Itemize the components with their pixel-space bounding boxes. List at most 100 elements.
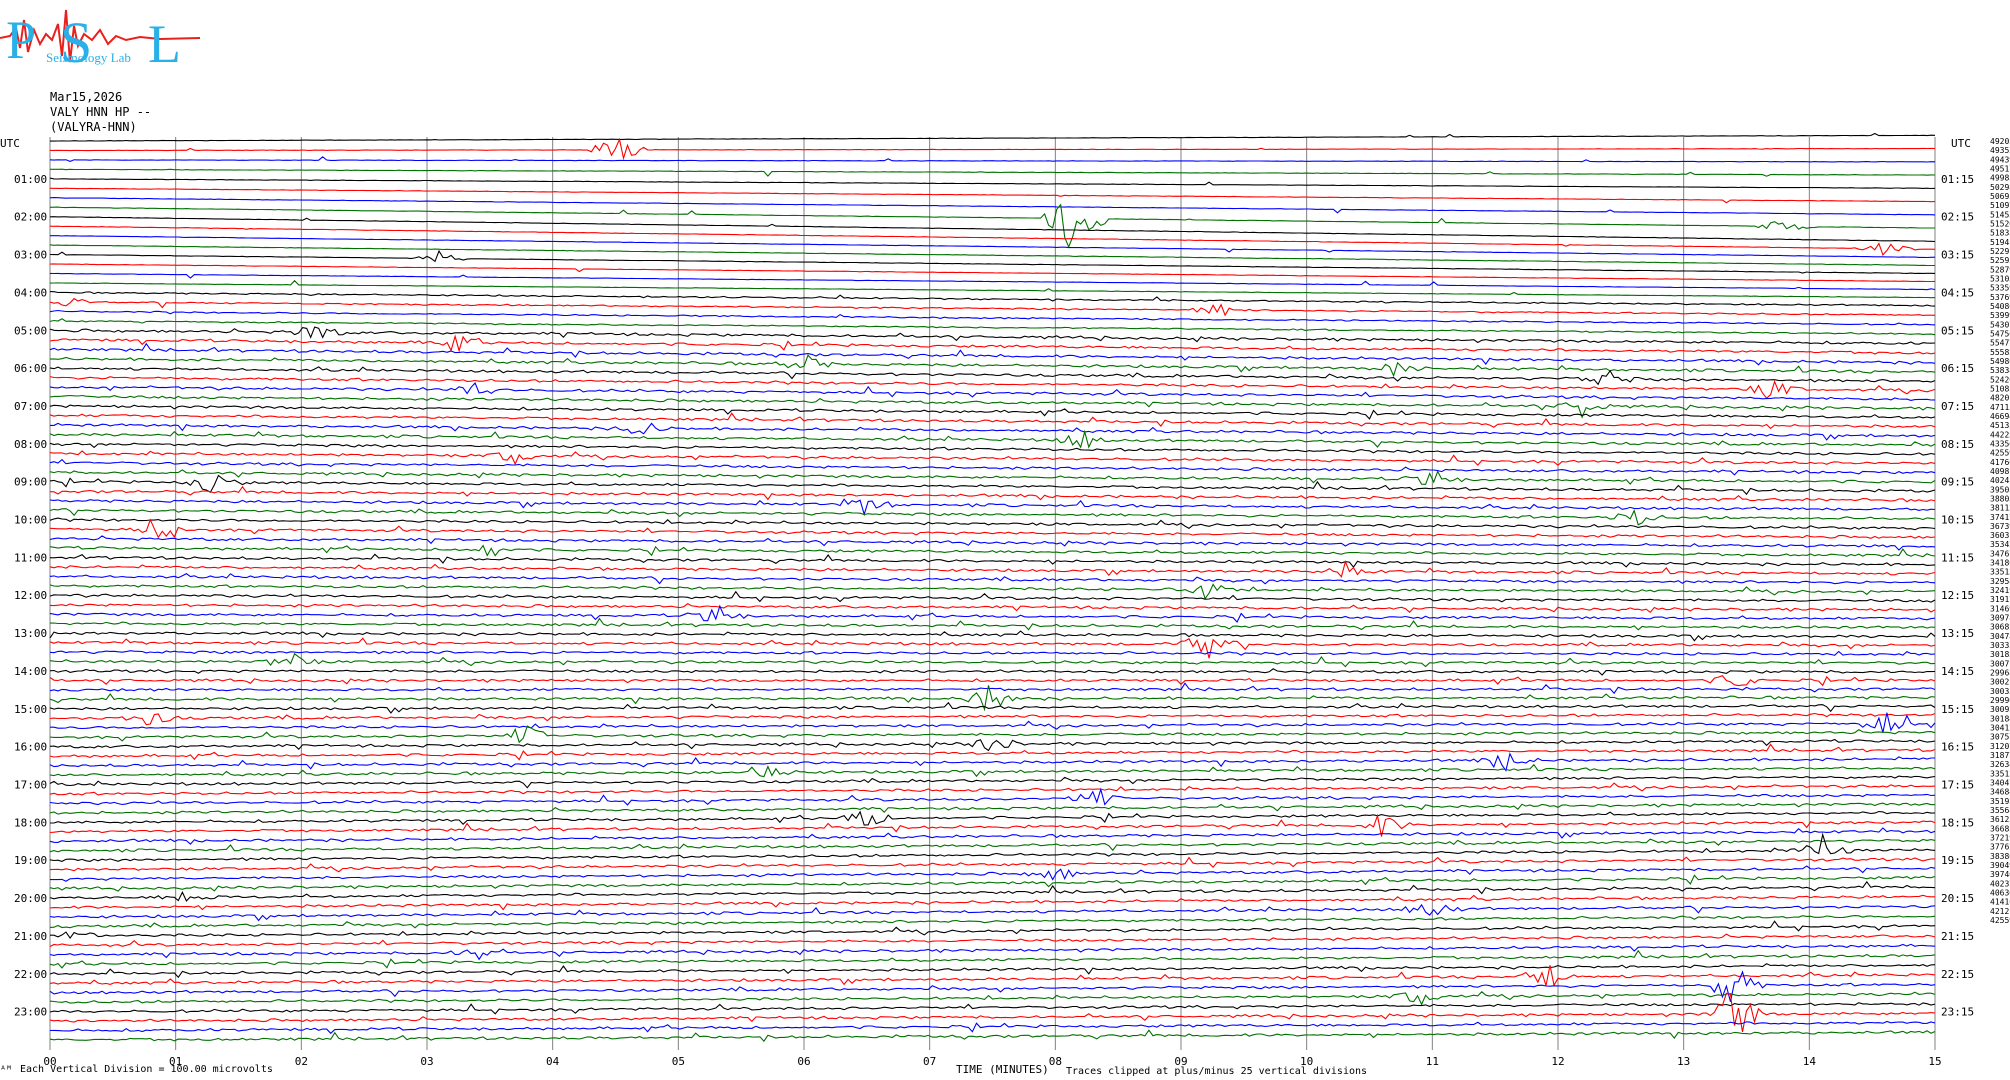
right-count-value: 34047: [1990, 779, 2010, 788]
left-hour-label: 06:00: [14, 362, 47, 375]
right-count-value: 35192: [1990, 797, 2010, 806]
right-count-value: 51526: [1990, 219, 2010, 228]
x-tick-label: 15: [1928, 1055, 1941, 1068]
seismic-trace: [49, 442, 1936, 456]
right-count-value: 37417: [1990, 513, 2010, 522]
seismic-trace: [50, 187, 1936, 204]
x-tick-label: 09: [1174, 1055, 1187, 1068]
seismic-trace: [49, 404, 1936, 420]
seismic-trace: [50, 132, 1936, 142]
right-hour-label: 13:15: [1941, 627, 1974, 640]
right-hour-label: 17:15: [1941, 778, 1974, 791]
right-hour-label: 16:15: [1941, 741, 1974, 754]
corner-mark: ᴬᴹ: [0, 1065, 13, 1076]
right-hour-label: 07:15: [1941, 400, 1974, 413]
seismic-trace: [49, 668, 1936, 676]
scale-note: Each Vertical Division = 100.00 microvol…: [20, 1064, 273, 1075]
x-tick-label: 14: [1803, 1055, 1817, 1068]
seismic-trace: [49, 156, 1936, 163]
seismic-trace: [49, 991, 1936, 1006]
right-count-value: 52593: [1990, 256, 2010, 265]
seismic-trace: [49, 518, 1936, 539]
right-count-value: 38386: [1990, 852, 2010, 861]
seismic-trace: [49, 508, 1936, 526]
seismic-trace: [49, 309, 1936, 326]
left-hour-label: 01:00: [14, 173, 47, 186]
right-count-value: 30332: [1990, 641, 2010, 650]
left-hour-label: 04:00: [14, 286, 47, 299]
seismic-trace: [50, 810, 1936, 826]
seismic-trace: [49, 583, 1936, 600]
right-hour-label: 01:15: [1941, 173, 1974, 186]
left-hour-label: 14:00: [14, 665, 47, 678]
seismic-trace: [49, 249, 1936, 274]
right-hour-label: 18:15: [1941, 816, 1974, 829]
axis-labels: UTC UTC TIME (MINUTES) 00 01 02 03 04 05 06 07 0…: [0, 137, 2010, 1076]
right-count-value: 30184: [1990, 714, 2010, 723]
seismic-trace: [49, 263, 1936, 283]
seismic-trace: [49, 604, 1936, 623]
right-count-value: 41410: [1990, 898, 2010, 907]
right-count-value: 39049: [1990, 861, 2010, 870]
left-hour-label: 15:00: [14, 703, 47, 716]
right-count-value: 30757: [1990, 733, 2010, 742]
seismic-trace: [49, 802, 1936, 815]
seismic-trace: [49, 838, 1936, 853]
seismic-trace: [49, 630, 1936, 642]
seismic-trace: [49, 1029, 1936, 1043]
x-tick-label: 07: [923, 1055, 936, 1068]
seismic-trace: [49, 458, 1936, 476]
seismic-trace: [49, 763, 1936, 778]
seismic-trace: [49, 498, 1936, 517]
right-count-value: 33512: [1990, 769, 2010, 778]
seismic-trace: [49, 743, 1936, 761]
right-hour-label: 22:15: [1941, 968, 1974, 981]
right-count-value: 53999: [1990, 311, 2010, 320]
right-count-value: 49352: [1990, 146, 2010, 155]
x-tick-label: 13: [1677, 1055, 1690, 1068]
right-count-value: 37762: [1990, 843, 2010, 852]
left-hour-label: 23:00: [14, 1006, 47, 1019]
seismic-trace: [49, 682, 1936, 695]
right-count-value: 52426: [1990, 375, 2010, 384]
station-location: (VALYRA-HNN): [50, 120, 137, 134]
right-count-value: 31469: [1990, 604, 2010, 613]
right-count-value: 29968: [1990, 669, 2010, 678]
right-hour-label: 21:15: [1941, 930, 1974, 943]
right-count-value: 53838: [1990, 366, 2010, 375]
right-hour-label: 19:15: [1941, 854, 1974, 867]
x-tick-label: 08: [1049, 1055, 1062, 1068]
seismic-trace: [49, 485, 1936, 503]
right-count-value: 36125: [1990, 815, 2010, 824]
left-hour-label: 02:00: [14, 211, 47, 224]
right-hour-label: 15:15: [1941, 703, 1974, 716]
seismic-trace: [49, 535, 1936, 551]
x-axis-label: TIME (MINUTES): [956, 1063, 1049, 1076]
seismic-trace: [49, 738, 1936, 752]
right-count-value: 51453: [1990, 210, 2010, 219]
right-count-value: 53769: [1990, 293, 2010, 302]
right-count-value: 52291: [1990, 247, 2010, 256]
left-hour-label: 22:00: [14, 968, 47, 981]
x-tick-label: 01: [169, 1055, 182, 1068]
seismic-trace: [49, 429, 1936, 449]
seismic-trace: [49, 603, 1936, 614]
clip-note: Traces clipped at plus/minus 25 vertical…: [1066, 1066, 1368, 1077]
left-hour-label: 19:00: [14, 854, 47, 867]
seismic-trace: [49, 970, 1936, 1002]
logo-tagline: Seismology Lab: [46, 50, 131, 65]
trace-area: [49, 132, 1936, 1043]
seismic-trace: [49, 880, 1936, 902]
x-tick-label: 10: [1300, 1055, 1313, 1068]
seismic-trace: [49, 965, 1936, 987]
seismic-trace: [49, 366, 1936, 386]
seismic-trace: [49, 197, 1936, 216]
seismic-trace: [49, 553, 1936, 569]
right-hour-label: 11:15: [1941, 551, 1974, 564]
seismic-trace: [49, 326, 1936, 345]
right-count-value: 49517: [1990, 164, 2010, 173]
right-count-value: 36739: [1990, 522, 2010, 531]
left-hour-label: 09:00: [14, 476, 47, 489]
logo-letter-s: S: [60, 10, 92, 75]
